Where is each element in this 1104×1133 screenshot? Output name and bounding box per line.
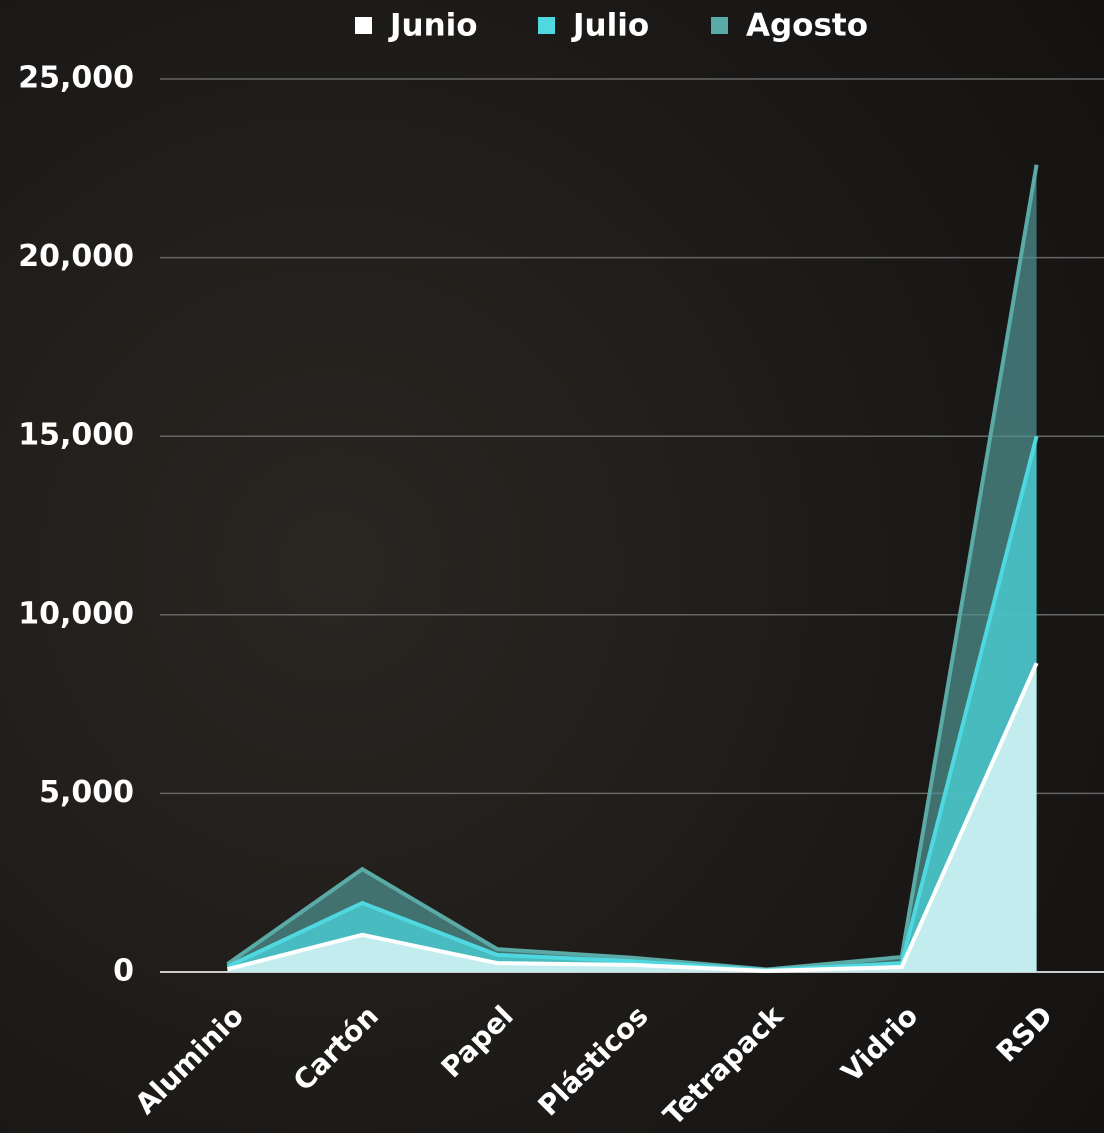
y-tick-label: 20,000 (18, 239, 134, 274)
legend-swatch (538, 17, 555, 34)
legend-label: Julio (571, 8, 649, 44)
area-line (226, 662, 1039, 973)
y-tick-label: 10,000 (18, 596, 134, 631)
y-tick-label: 5,000 (39, 775, 134, 810)
y-tick-label: 0 (113, 954, 134, 989)
legend-swatch (355, 17, 372, 34)
y-tick-label: 25,000 (18, 61, 134, 96)
legend-swatch (711, 17, 728, 34)
legend-label: Junio (388, 8, 478, 44)
legend: Junio Julio Agosto (355, 8, 868, 44)
area-fill (227, 663, 1037, 972)
legend-label: Agosto (746, 8, 868, 44)
y-tick-label: 15,000 (18, 418, 134, 453)
